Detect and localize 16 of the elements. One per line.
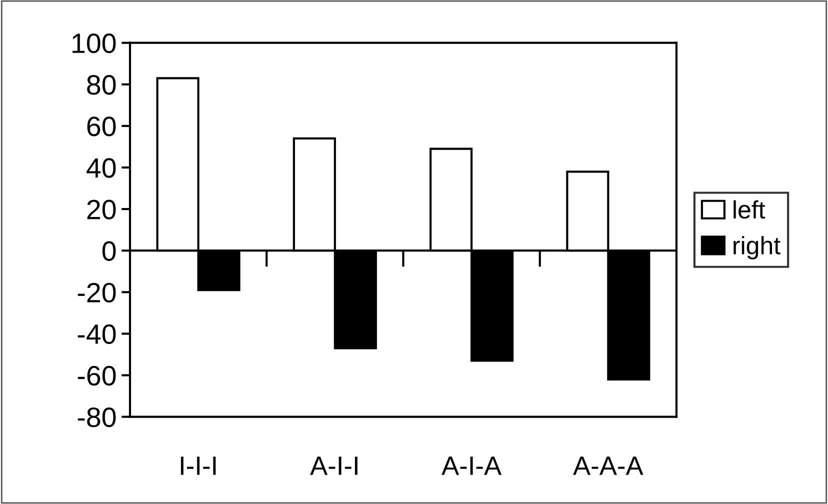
x-tick-label: A-I-I (310, 456, 358, 475)
y-tick-label: 100 (72, 34, 116, 54)
y-tick-label: 60 (87, 116, 116, 136)
y-tick-label: -60 (78, 366, 116, 386)
y-tick-label: 40 (86, 158, 116, 178)
legend-label: left (734, 200, 766, 219)
y-tick-label: 0 (102, 241, 116, 261)
y-tick-label: -80 (78, 407, 116, 428)
x-tick-label: I-I-I (180, 456, 216, 475)
x-tick-label: A-A-A (573, 456, 644, 475)
legend-label: right (734, 236, 780, 260)
y-tick-label: 20 (87, 200, 116, 220)
x-tick-label: A-I-A (442, 456, 502, 475)
y-tick-label: -40 (78, 324, 116, 344)
y-tick-label: -20 (78, 282, 116, 302)
y-tick-label: 80 (87, 75, 116, 95)
